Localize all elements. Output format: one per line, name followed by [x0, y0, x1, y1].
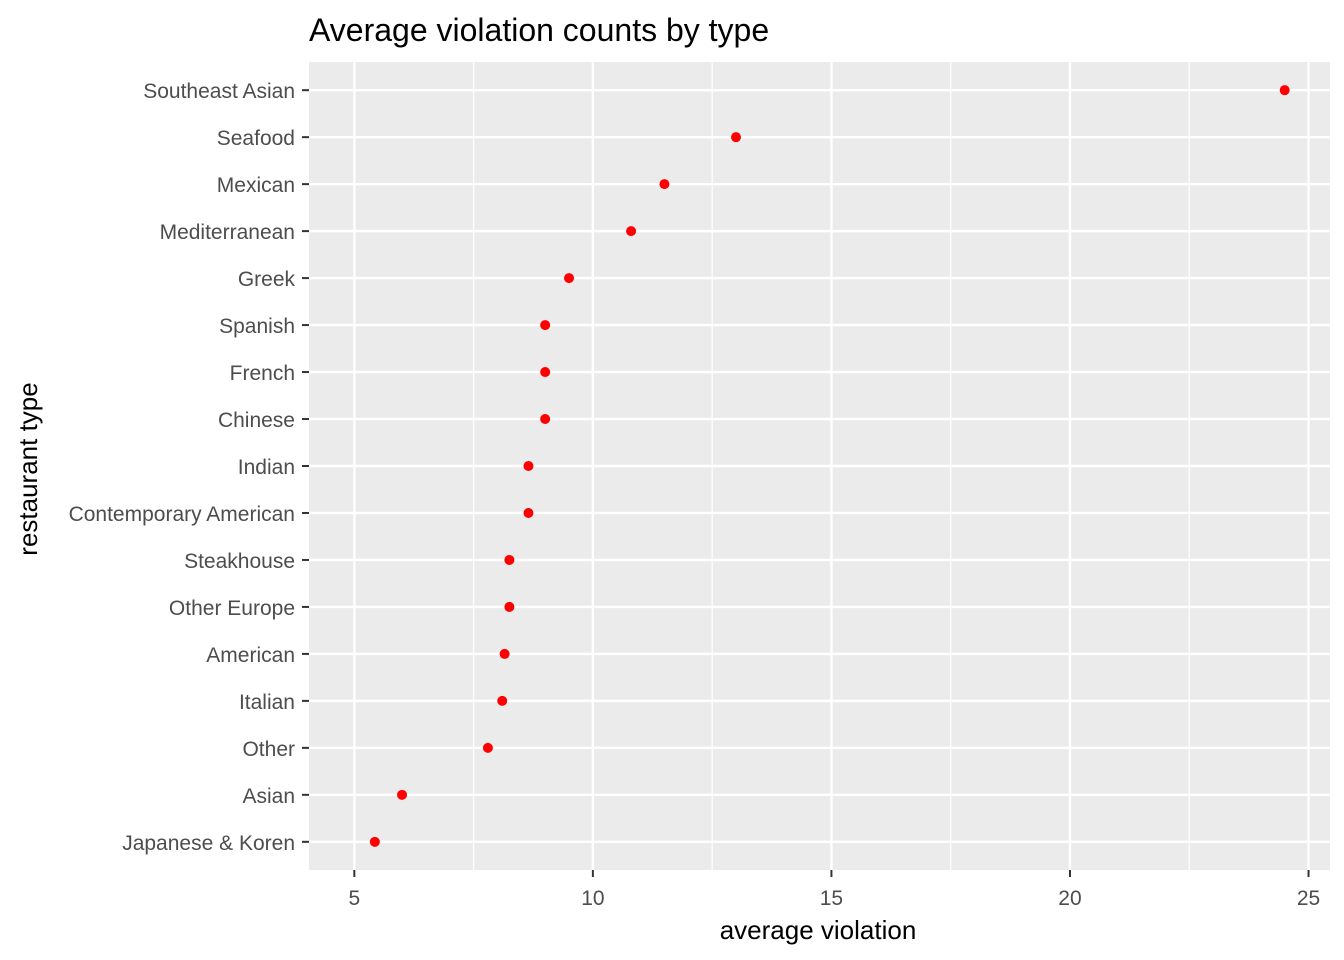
y-tick-label: Indian	[238, 456, 295, 479]
y-tick-label: Asian	[242, 785, 295, 808]
x-tick-label: 15	[820, 887, 843, 910]
data-point	[369, 836, 380, 847]
y-tick-label: Seafood	[217, 127, 295, 150]
y-tick-label: Steakhouse	[184, 550, 295, 573]
x-axis-title: average violation	[720, 915, 917, 945]
x-tick-label: 10	[581, 887, 604, 910]
data-point	[497, 695, 508, 706]
y-tick-label: Mexican	[217, 174, 295, 197]
data-point	[504, 554, 515, 565]
y-tick-label: Contemporary American	[69, 503, 295, 526]
data-point	[540, 367, 551, 378]
x-axis: 5 10 15 20 25	[348, 870, 1320, 910]
y-tick-label: French	[230, 362, 295, 385]
x-tick-label: 20	[1058, 887, 1081, 910]
chart-title: Average violation counts by type	[309, 12, 769, 48]
y-tick-label: Italian	[239, 691, 295, 714]
data-point	[659, 179, 670, 190]
data-point	[731, 132, 742, 143]
y-tick-label: Other	[242, 738, 295, 761]
data-point	[564, 273, 575, 284]
y-axis-title: restaurant type	[13, 382, 43, 555]
data-point	[1279, 85, 1290, 96]
data-point	[523, 461, 534, 471]
data-point	[540, 320, 551, 331]
major-gridlines	[309, 62, 1330, 870]
y-tick-label: Chinese	[218, 409, 295, 432]
data-point	[482, 742, 493, 753]
y-axis: Southeast Asian Seafood Mexican Mediterrane…	[69, 80, 309, 855]
y-tick-label: Mediterranean	[160, 221, 295, 244]
data-point	[540, 414, 551, 425]
data-point	[397, 789, 408, 800]
y-tick-label: Japanese & Koren	[122, 832, 295, 855]
data-point	[523, 507, 534, 518]
x-tick-label: 5	[348, 887, 360, 910]
data-point	[504, 601, 515, 612]
y-tick-label: Other Europe	[169, 597, 295, 620]
x-tick-label: 25	[1297, 887, 1320, 910]
y-tick-label: Spanish	[219, 315, 295, 338]
data-point	[626, 226, 637, 237]
data-points	[369, 85, 1290, 847]
y-tick-label: Southeast Asian	[143, 80, 295, 103]
y-tick-label: American	[206, 644, 295, 667]
data-point	[499, 648, 510, 659]
y-tick-label: Greek	[238, 268, 296, 291]
